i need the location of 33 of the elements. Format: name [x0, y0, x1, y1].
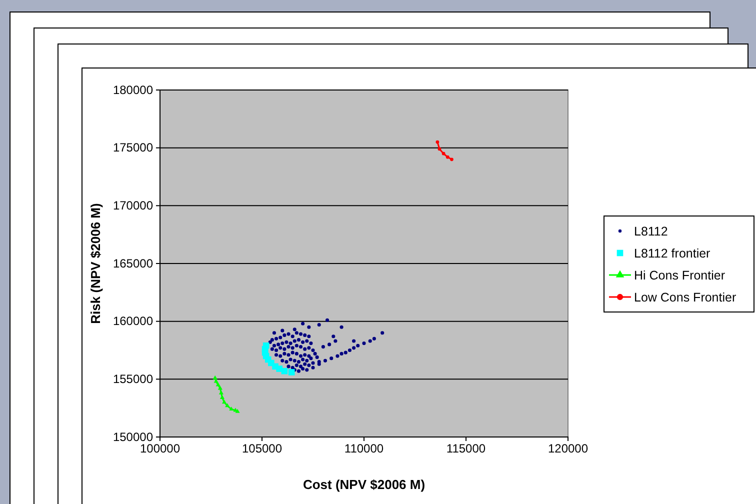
point — [288, 369, 295, 376]
x-tick-label: 110000 — [344, 442, 384, 456]
x-tick-label: 120000 — [548, 442, 588, 456]
x-tick-label: 115000 — [446, 442, 486, 456]
x-tick-label: 100000 — [140, 442, 180, 456]
y-tick-label: 180000 — [112, 82, 154, 97]
legend-label: L8112 — [634, 224, 668, 238]
y-tick-label: 165000 — [112, 256, 154, 270]
point — [225, 403, 230, 408]
legend-label: L8112 frontier — [634, 246, 710, 260]
point — [220, 395, 224, 399]
legend-label: Hi Cons Frontier — [634, 268, 725, 282]
y-tick-label: 160000 — [112, 314, 154, 328]
point — [222, 400, 227, 404]
point — [281, 368, 288, 374]
point — [450, 158, 454, 162]
point — [442, 152, 446, 156]
point — [216, 382, 220, 386]
point — [276, 366, 283, 372]
point — [218, 390, 224, 394]
point — [212, 375, 218, 380]
point — [436, 140, 440, 144]
point — [214, 378, 218, 383]
x-axis-title: Cost (NPV $2006 M) — [302, 477, 426, 492]
y-tick-label: 170000 — [112, 198, 154, 213]
y-tick-label: 175000 — [112, 140, 154, 155]
y-tick-label: 150000 — [112, 430, 154, 444]
legend-label: Low Cons Frontier — [634, 290, 736, 304]
point — [438, 147, 442, 151]
point — [446, 155, 450, 159]
y-axis-title: Risk (NPV $2006 M) — [88, 203, 103, 324]
y-tick-label: 155000 — [112, 372, 154, 386]
x-tick-label: 105000 — [242, 442, 282, 456]
